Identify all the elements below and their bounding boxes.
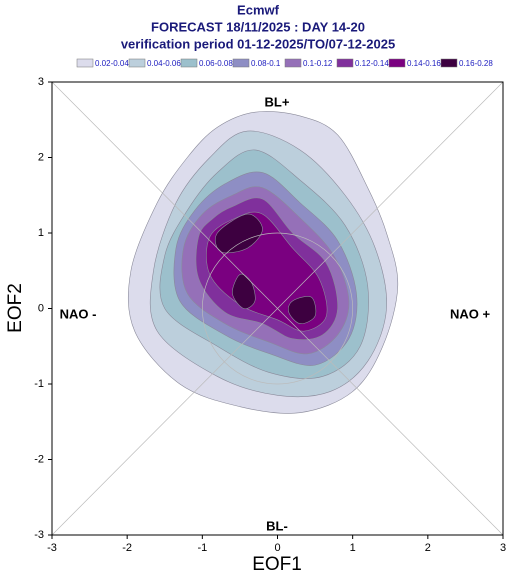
chart-title: Ecmwf xyxy=(237,2,280,17)
legend-swatch xyxy=(180,58,198,68)
x-tick-label: -2 xyxy=(122,542,132,554)
x-tick-label: 1 xyxy=(350,542,356,554)
period: verification period 01-12-2025/TO/07-12-… xyxy=(121,36,395,51)
annotation: NAO + xyxy=(450,306,491,321)
y-tick-label: 3 xyxy=(38,76,44,88)
legend-label: 0.1-0.12 xyxy=(303,59,333,68)
x-tick-label: 2 xyxy=(425,542,431,554)
x-axis-label: EOF1 xyxy=(252,554,302,575)
y-tick-label: -1 xyxy=(34,378,44,390)
annotation: NAO - xyxy=(60,306,97,321)
x-tick-label: -1 xyxy=(197,542,207,554)
guide-circle xyxy=(201,232,354,385)
y-tick-label: -3 xyxy=(34,529,44,541)
legend-swatch xyxy=(440,58,458,68)
legend-label: 0.02-0.04 xyxy=(95,59,129,68)
legend-label: 0.06-0.08 xyxy=(199,59,233,68)
annotation: BL- xyxy=(266,518,288,533)
y-tick-label: -2 xyxy=(34,453,44,465)
y-tick-label: 1 xyxy=(38,227,44,239)
guide-line xyxy=(51,81,504,536)
annotation: BL+ xyxy=(265,94,290,109)
y-axis-label: EOF2 xyxy=(5,283,26,333)
legend-swatch xyxy=(336,58,354,68)
legend-swatch xyxy=(76,58,94,68)
legend-swatch xyxy=(232,58,250,68)
legend-swatch xyxy=(284,58,302,68)
y-tick-label: 0 xyxy=(38,302,44,314)
x-tick-label: 3 xyxy=(500,542,506,554)
legend-swatch xyxy=(388,58,406,68)
x-tick-label: -3 xyxy=(47,542,57,554)
legend-label: 0.12-0.14 xyxy=(355,59,389,68)
legend-label: 0.04-0.06 xyxy=(147,59,181,68)
chart-subtitle: FORECAST 18/11/2025 : DAY 14-20 xyxy=(151,19,365,34)
legend-label: 0.16-0.28 xyxy=(459,59,493,68)
x-tick-label: 0 xyxy=(274,542,280,554)
legend-label: 0.14-0.16 xyxy=(407,59,441,68)
legend-swatch xyxy=(128,58,146,68)
legend-label: 0.08-0.1 xyxy=(251,59,281,68)
y-tick-label: 2 xyxy=(38,151,44,163)
